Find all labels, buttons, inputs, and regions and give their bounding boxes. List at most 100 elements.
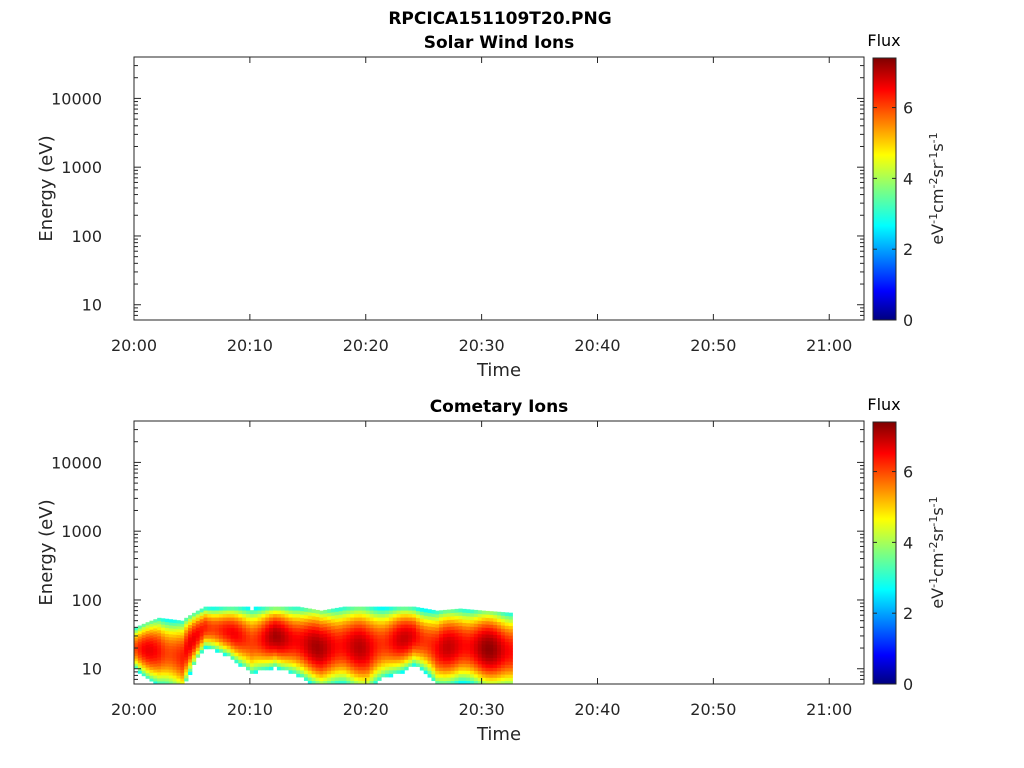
spectrogram-cell [477, 650, 483, 655]
spectrogram-cell [234, 631, 239, 636]
spectrogram-cell [149, 652, 154, 656]
spectrogram-cell [369, 676, 374, 681]
spectrogram-cell [307, 680, 313, 684]
spectrogram-cell [269, 627, 274, 632]
spectrogram-cell [373, 680, 378, 684]
spectrogram-cell [381, 648, 386, 653]
x-tick-label: 20:30 [459, 700, 505, 719]
spectrogram-cell [470, 673, 475, 678]
spectrogram-cell [504, 651, 510, 656]
spectrogram-cell [470, 619, 475, 624]
spectrogram-cell [415, 607, 421, 612]
spectrogram-cell [504, 628, 510, 633]
spectrogram-cell [373, 666, 378, 671]
spectrogram-cell [458, 635, 463, 640]
spectrogram-cell [419, 635, 425, 640]
spectrogram-cell [246, 638, 251, 643]
spectrogram-cell [381, 641, 386, 646]
spectrogram-cell [176, 660, 181, 665]
spectrogram-cell [242, 648, 247, 653]
spectrogram-cell [161, 669, 166, 673]
spectrogram-cell [493, 631, 498, 635]
spectrogram-cell [323, 616, 328, 621]
spectrogram-cell [296, 610, 301, 615]
spectrogram-cell [184, 674, 189, 679]
spectrogram-cell [431, 620, 436, 624]
spectrogram-cell [288, 620, 293, 625]
spectrogram-cell [369, 620, 374, 625]
spectrogram-cell [400, 631, 405, 636]
spectrogram-cell [377, 666, 382, 671]
spectrogram-cell [203, 617, 208, 622]
spectrogram-cell [184, 653, 189, 658]
spectrogram-cell [261, 606, 266, 611]
spectrogram-cell [307, 649, 313, 654]
spectrogram-cell [361, 655, 367, 660]
spectrogram-cell [473, 650, 479, 655]
spectrogram-cell [176, 657, 181, 662]
spectrogram-cell [477, 640, 483, 645]
spectrogram-cell [419, 652, 425, 657]
spectrogram-cell [319, 680, 324, 684]
spectrogram-cell [350, 641, 355, 646]
spectrogram-cell [249, 627, 255, 632]
spectrogram-cell [350, 624, 355, 629]
spectrogram-cell [311, 680, 316, 684]
spectrogram-cell [172, 634, 177, 638]
x-axis-label: Time [476, 360, 521, 381]
spectrogram-cell [450, 650, 455, 654]
spectrogram-cell [172, 657, 177, 662]
spectrogram-cell [249, 631, 255, 636]
spectrogram-cell [334, 625, 340, 630]
spectrogram-cell [454, 646, 459, 651]
spectrogram-cell [319, 637, 324, 642]
spectrogram-cell [369, 610, 374, 615]
spectrogram-cell [230, 613, 235, 618]
spectrogram-cell [153, 666, 158, 670]
spectrogram-cell [249, 613, 255, 618]
spectrogram-cell [265, 620, 270, 625]
spectrogram-cell [500, 651, 506, 655]
spectrogram-cell [365, 662, 371, 667]
spectrogram-cell [323, 640, 328, 644]
spectrogram-cell [446, 677, 452, 682]
spectrogram-cell [288, 627, 293, 632]
spectrogram-cell [215, 638, 220, 643]
spectrogram-cell [215, 610, 220, 615]
spectrogram-cell [215, 648, 220, 653]
spectrogram-cell [261, 631, 266, 636]
spectrogram-cell [242, 613, 247, 618]
spectrogram-cell [176, 640, 181, 644]
spectrogram-cell [180, 620, 185, 624]
spectrogram-cell [327, 650, 332, 654]
spectrogram-cell [419, 645, 425, 650]
colorbar-tick-label: 0 [903, 311, 913, 330]
spectrogram-cell [269, 638, 274, 643]
spectrogram-cell [392, 669, 398, 674]
spectrogram-cell [265, 606, 270, 611]
spectrogram-cell [350, 620, 355, 625]
spectrogram-cell [439, 623, 444, 628]
spectrogram-cell [296, 652, 301, 657]
spectrogram-cell [153, 642, 158, 647]
spectrogram-cell [303, 628, 309, 633]
spectrogram-cell [346, 680, 351, 684]
spectrogram-cell [234, 648, 239, 653]
spectrogram-cell [442, 616, 448, 621]
spectrogram-cell [157, 626, 162, 631]
spectrogram-cell [300, 670, 305, 674]
spectrogram-cell [466, 609, 471, 614]
spectrogram-cell [423, 632, 428, 637]
spectrogram-cell [184, 677, 189, 682]
spectrogram-cell [157, 653, 162, 658]
spectrogram-cell [439, 613, 444, 618]
spectrogram-cell [354, 666, 359, 671]
colorbar-label: eV-1cm-2sr-1s-1 [927, 132, 948, 244]
spectrogram-cell [168, 648, 174, 652]
spectrogram-cell [462, 673, 467, 678]
spectrogram-cell [319, 647, 324, 652]
spectrogram-cell [485, 620, 490, 625]
spectrogram-cell [500, 615, 506, 620]
spectrogram-cell [280, 613, 286, 618]
spectrogram-cell [400, 655, 405, 660]
